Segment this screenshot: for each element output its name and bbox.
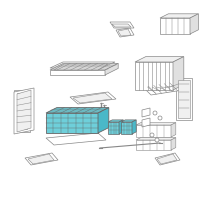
Circle shape [153,111,157,115]
Polygon shape [160,14,198,18]
Polygon shape [108,120,123,122]
Circle shape [150,133,154,137]
Polygon shape [171,138,176,150]
Polygon shape [108,122,119,134]
Polygon shape [25,153,58,165]
Polygon shape [118,29,131,36]
Polygon shape [136,123,176,125]
Polygon shape [173,57,184,90]
Polygon shape [17,90,31,132]
Circle shape [155,138,159,142]
Polygon shape [46,133,106,145]
Polygon shape [135,57,184,62]
Polygon shape [190,14,198,34]
Polygon shape [178,80,190,118]
Polygon shape [136,125,171,137]
Polygon shape [70,92,116,104]
Polygon shape [17,93,27,129]
Polygon shape [155,153,180,165]
Polygon shape [116,28,134,37]
Polygon shape [46,113,98,133]
Polygon shape [142,118,150,127]
Polygon shape [160,18,190,34]
Polygon shape [121,120,136,122]
Polygon shape [110,22,134,28]
Polygon shape [98,108,109,133]
Polygon shape [119,120,123,134]
Polygon shape [46,108,109,113]
Polygon shape [50,62,115,68]
Polygon shape [105,63,118,75]
Polygon shape [143,82,183,95]
Polygon shape [50,70,105,75]
Polygon shape [176,78,192,120]
Polygon shape [50,63,118,70]
Polygon shape [28,154,54,164]
Polygon shape [132,120,136,134]
Polygon shape [54,64,108,70]
Polygon shape [14,88,34,134]
Polygon shape [136,140,171,150]
Polygon shape [73,93,112,103]
Polygon shape [121,122,132,134]
Polygon shape [171,123,176,137]
Polygon shape [14,90,30,132]
Polygon shape [136,138,176,140]
Circle shape [158,116,162,120]
Polygon shape [157,154,177,164]
Polygon shape [135,62,173,90]
Polygon shape [142,108,150,117]
Polygon shape [112,24,131,27]
